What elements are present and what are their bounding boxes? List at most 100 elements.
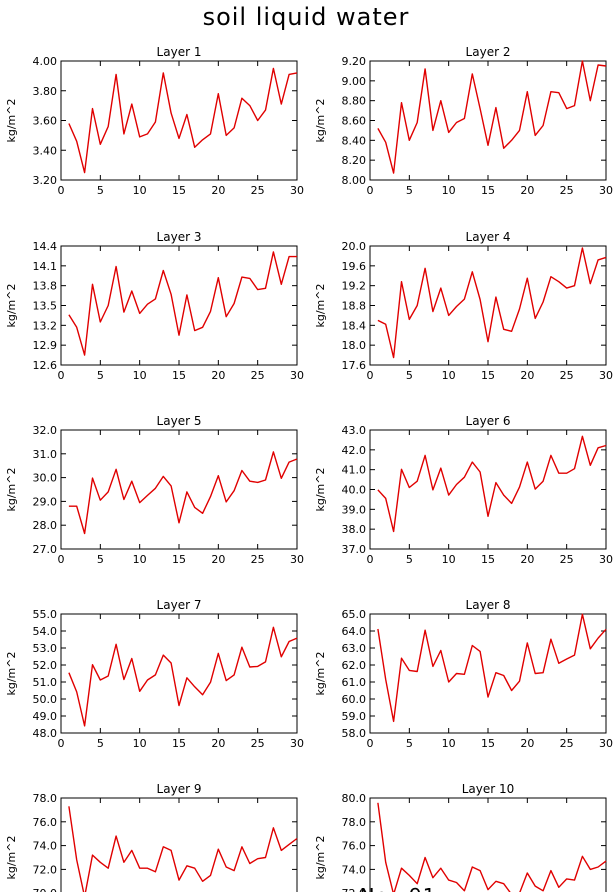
y-tick-label: 41.0 <box>342 464 367 477</box>
y-tick-label: 4.00 <box>33 55 58 68</box>
y-tick-label: 64.0 <box>342 625 367 638</box>
x-tick-label: 30 <box>599 369 613 382</box>
x-tick-label: 15 <box>481 184 495 197</box>
x-tick-label: 0 <box>367 184 374 197</box>
x-tick-label: 0 <box>367 369 374 382</box>
y-axis-label: kg/m^2 <box>314 284 327 328</box>
x-tick-label: 0 <box>367 737 374 750</box>
x-tick-label: 15 <box>172 369 186 382</box>
y-tick-label: 3.40 <box>33 144 58 157</box>
series-line <box>377 613 607 723</box>
y-tick-label: 12.6 <box>33 359 58 372</box>
x-tick-label: 25 <box>251 184 265 197</box>
chart-panel: Layer 5 0 5 10 15 20 25 30 27.0 28.0 29.0 30.0 31.0 3… <box>5 414 304 566</box>
x-tick-label: 5 <box>97 369 104 382</box>
x-tick-label: 15 <box>481 737 495 750</box>
chart-panel: Layer 3 0 5 10 15 20 25 30 12.6 12.9 13.2 13.5 13.8 1… <box>5 230 304 382</box>
y-tick-label: 72.0 <box>342 887 367 892</box>
chart-panel: Layer 8 0 5 10 15 20 25 30 58.0 59.0 60.0 61.0 62.0 6… <box>314 598 613 750</box>
y-axis-label: kg/m^2 <box>314 836 327 880</box>
y-tick-label: 9.20 <box>342 55 367 68</box>
x-tick-label: 30 <box>290 184 304 197</box>
y-tick-label: 63.0 <box>342 642 367 655</box>
y-tick-label: 27.0 <box>33 543 58 556</box>
x-tick-label: 30 <box>290 369 304 382</box>
panel-title: Layer 4 <box>466 230 511 244</box>
x-tick-label: 10 <box>442 369 456 382</box>
x-tick-label: 25 <box>560 737 574 750</box>
x-tick-label: 0 <box>58 737 65 750</box>
y-tick-label: 19.2 <box>342 280 367 293</box>
x-tick-label: 15 <box>172 737 186 750</box>
x-tick-label: 5 <box>97 184 104 197</box>
y-tick-label: 74.0 <box>342 863 367 876</box>
chart-panel: Layer 2 0 5 10 15 20 25 30 8.00 8.20 8.40 8.60 8.80 9… <box>314 45 613 197</box>
x-tick-label: 25 <box>560 184 574 197</box>
y-axis-label: kg/m^2 <box>5 99 18 143</box>
x-tick-label: 25 <box>251 553 265 566</box>
panel-title: Layer 8 <box>466 598 511 612</box>
y-tick-label: 78.0 <box>33 792 58 805</box>
y-tick-label: 20.0 <box>342 240 367 253</box>
y-tick-label: 74.0 <box>33 840 58 853</box>
x-tick-label: 10 <box>442 737 456 750</box>
x-tick-label: 25 <box>560 369 574 382</box>
y-tick-label: 28.0 <box>33 519 58 532</box>
y-tick-label: 39.0 <box>342 503 367 516</box>
y-tick-label: 54.0 <box>33 625 58 638</box>
y-axis-label: kg/m^2 <box>5 652 18 696</box>
y-tick-label: 55.0 <box>33 608 58 621</box>
plot-frame <box>369 245 607 366</box>
series-line <box>377 802 607 892</box>
x-tick-label: 0 <box>58 369 65 382</box>
x-tick-label: 20 <box>211 369 225 382</box>
plot-frame <box>369 429 607 550</box>
x-tick-label: 20 <box>211 737 225 750</box>
series-line <box>377 60 607 174</box>
y-tick-label: 38.0 <box>342 523 367 536</box>
y-axis-label: kg/m^2 <box>5 468 18 512</box>
y-tick-label: 72.0 <box>33 863 58 876</box>
y-tick-label: 37.0 <box>342 543 367 556</box>
y-tick-label: 78.0 <box>342 816 367 829</box>
y-tick-label: 29.0 <box>33 495 58 508</box>
x-tick-label: 30 <box>290 553 304 566</box>
chart-panel: Layer 7 0 5 10 15 20 25 30 48.0 49.0 50.0 51.0 52.0 5… <box>5 598 304 750</box>
y-tick-label: 58.0 <box>342 727 367 740</box>
y-tick-label: 42.0 <box>342 444 367 457</box>
series-line <box>68 626 298 727</box>
x-tick-label: 30 <box>599 553 613 566</box>
x-tick-label: 10 <box>133 184 147 197</box>
x-tick-label: 5 <box>406 184 413 197</box>
y-tick-label: 43.0 <box>342 424 367 437</box>
y-tick-label: 48.0 <box>33 727 58 740</box>
y-axis-label: kg/m^2 <box>314 652 327 696</box>
x-tick-label: 10 <box>442 184 456 197</box>
x-tick-label: 5 <box>406 737 413 750</box>
y-tick-label: 65.0 <box>342 608 367 621</box>
y-tick-label: 49.0 <box>33 710 58 723</box>
panel-title: Layer 5 <box>157 414 202 428</box>
y-tick-label: 8.60 <box>342 115 367 128</box>
x-tick-label: 0 <box>367 553 374 566</box>
y-tick-label: 53.0 <box>33 642 58 655</box>
y-axis-label: kg/m^2 <box>314 99 327 143</box>
y-axis-label: kg/m^2 <box>314 468 327 512</box>
plot-frame <box>369 613 607 734</box>
plot-frame <box>60 60 298 181</box>
y-tick-label: 13.8 <box>33 280 58 293</box>
x-tick-label: 20 <box>211 553 225 566</box>
chart-panel: Layer 4 0 5 10 15 20 25 30 17.6 18.0 18.4 18.8 19.2 1… <box>314 230 613 382</box>
series-line <box>377 247 607 359</box>
x-tick-label: 10 <box>442 553 456 566</box>
series-line <box>377 435 607 533</box>
y-tick-label: 3.80 <box>33 85 58 98</box>
x-tick-label: 20 <box>520 737 534 750</box>
x-tick-label: 25 <box>560 553 574 566</box>
x-tick-label: 25 <box>251 369 265 382</box>
y-tick-label: 80.0 <box>342 792 367 805</box>
panel-title: Layer 7 <box>157 598 202 612</box>
y-tick-label: 51.0 <box>33 676 58 689</box>
y-tick-label: 17.6 <box>342 359 367 372</box>
